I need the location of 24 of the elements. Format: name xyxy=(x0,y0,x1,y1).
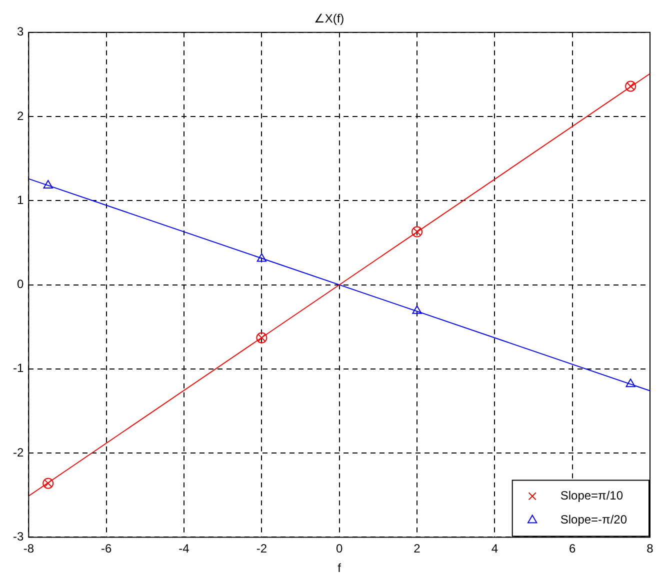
y-tick-label: 0 xyxy=(16,277,24,292)
x-tick-label: 0 xyxy=(336,542,343,556)
x-tick-label: 6 xyxy=(568,542,576,556)
point xyxy=(256,253,266,262)
legend-label: Slope=π/10 xyxy=(560,488,624,503)
y-tick-label: -2 xyxy=(13,445,24,460)
y-tick-label: 3 xyxy=(16,24,24,39)
y-tick-label: -3 xyxy=(13,530,24,544)
legend-label: Slope=-π/20 xyxy=(560,512,628,527)
x-tick-label: 8 xyxy=(646,542,654,556)
point xyxy=(43,180,53,189)
x-tick-label: -4 xyxy=(178,542,190,556)
x-tick-label: -6 xyxy=(101,542,112,556)
point xyxy=(412,305,422,314)
x-tick-label: -8 xyxy=(23,542,34,556)
x-tick-label: 2 xyxy=(414,542,421,556)
x-axis-title: f xyxy=(338,561,342,576)
y-tick-label: 2 xyxy=(16,108,24,123)
y-tick-label: -1 xyxy=(13,361,24,376)
y-tick-label: 1 xyxy=(16,192,24,207)
chart-title: ∠X(f) xyxy=(314,12,344,26)
point xyxy=(626,378,636,388)
x-tick-label: 4 xyxy=(491,542,498,556)
x-tick-label: -2 xyxy=(256,542,268,556)
